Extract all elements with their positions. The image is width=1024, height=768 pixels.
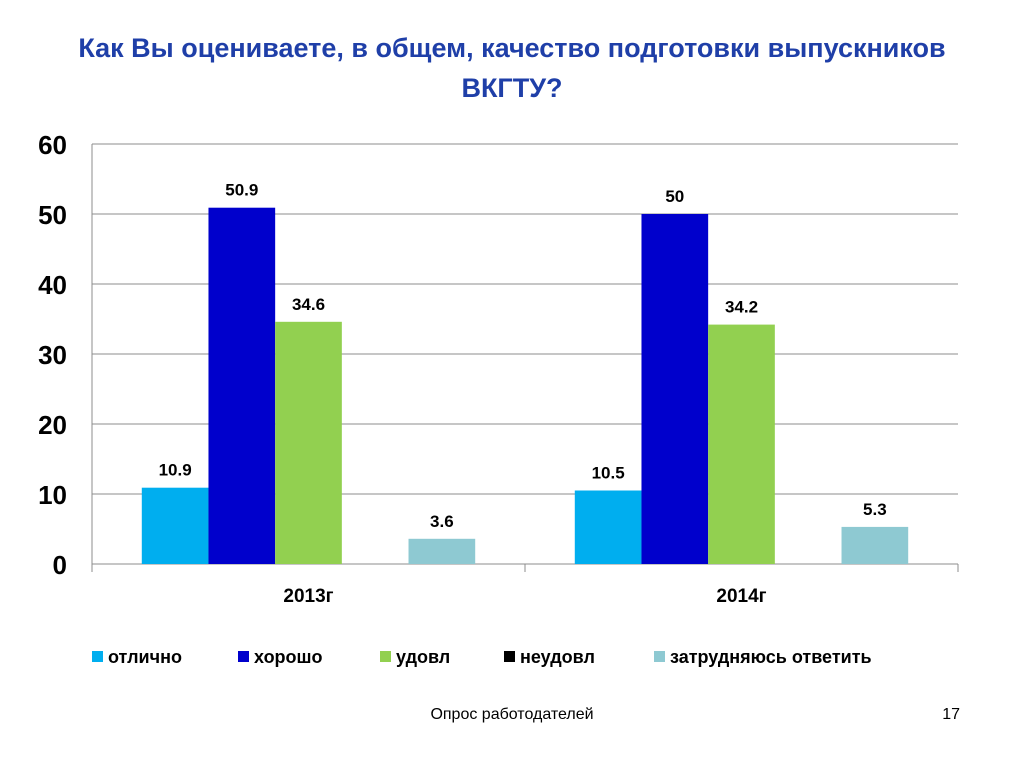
legend-label: затрудняюсь ответить bbox=[670, 647, 872, 667]
data-label: 50.9 bbox=[225, 181, 258, 200]
bar bbox=[574, 490, 642, 564]
data-label: 10.9 bbox=[159, 461, 192, 480]
y-tick-label: 10 bbox=[38, 480, 67, 510]
legend-label: хорошо bbox=[254, 647, 323, 667]
y-tick-label: 40 bbox=[38, 270, 67, 300]
legend-swatch bbox=[238, 651, 249, 662]
legend-swatch bbox=[654, 651, 665, 662]
data-label: 50 bbox=[665, 187, 684, 206]
data-label: 3.6 bbox=[430, 512, 454, 531]
legend-swatch bbox=[504, 651, 515, 662]
slide-footer: Опрос работодателей bbox=[430, 706, 594, 723]
y-tick-label: 50 bbox=[38, 200, 67, 230]
legend-label: неудовл bbox=[520, 647, 595, 667]
legend-swatch bbox=[380, 651, 391, 662]
bar bbox=[841, 526, 909, 564]
legend-label: отлично bbox=[108, 647, 182, 667]
bar bbox=[708, 324, 775, 564]
chart-title: Как Вы оцениваете, в общем, качество под… bbox=[78, 33, 946, 103]
y-tick-label: 30 bbox=[38, 340, 67, 370]
legend-swatch bbox=[92, 651, 103, 662]
y-tick-label: 0 bbox=[53, 550, 67, 580]
legend-label: удовл bbox=[396, 647, 450, 667]
bar bbox=[275, 321, 342, 564]
data-label: 10.5 bbox=[592, 464, 625, 483]
bar bbox=[408, 538, 476, 564]
bar bbox=[141, 487, 209, 564]
bar bbox=[208, 207, 276, 564]
page-number: 17 bbox=[942, 706, 960, 723]
y-tick-label: 20 bbox=[38, 410, 67, 440]
data-label: 34.2 bbox=[725, 298, 758, 317]
bar bbox=[641, 214, 709, 564]
data-label: 5.3 bbox=[863, 500, 887, 519]
x-category-label: 2013г bbox=[283, 586, 333, 607]
x-category-label: 2014г bbox=[716, 586, 766, 607]
data-label: 34.6 bbox=[292, 295, 325, 314]
bar-chart: 0 10 20 30 40 50 60 10.9 50.9 34.6 3.6 2013г 10.5 50 3… bbox=[38, 130, 959, 667]
y-tick-label: 60 bbox=[38, 130, 67, 160]
